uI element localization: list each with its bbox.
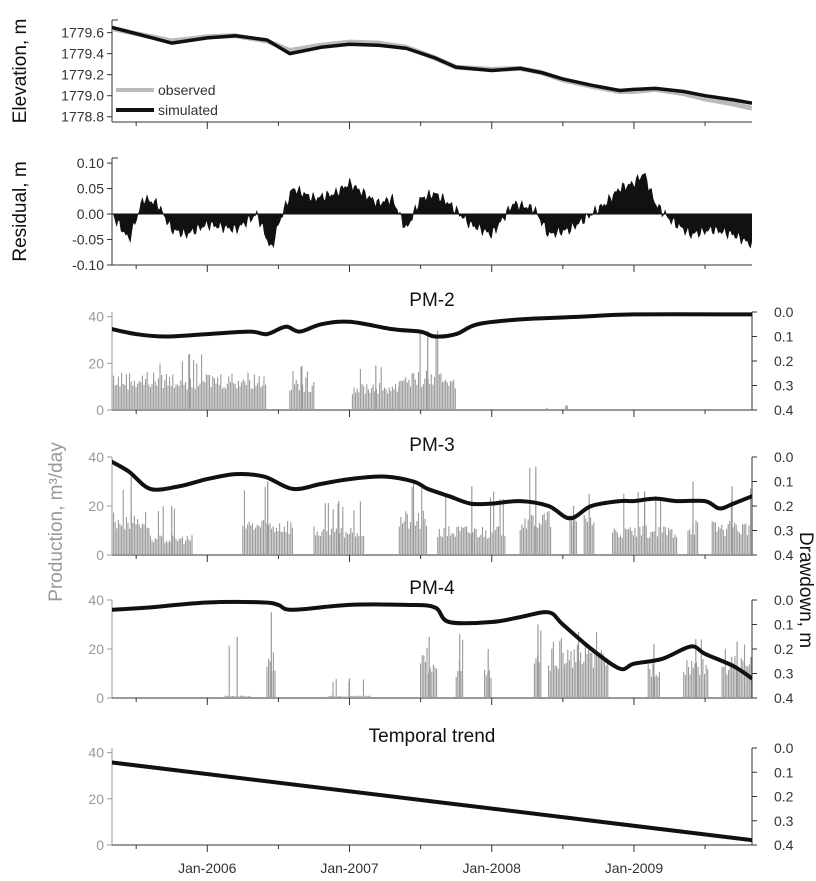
y-tick-label: 40: [88, 449, 104, 465]
right-y-tick-label: 0.1: [774, 474, 794, 490]
legend-observed-label: observed: [158, 82, 216, 98]
right-y-tick-label: 0.3: [774, 813, 794, 829]
residual-axis-label: Residual, m: [10, 161, 31, 261]
trend-title: Temporal trend: [369, 726, 496, 747]
right-y-tick-label: 0.2: [774, 789, 794, 805]
residual-area: [112, 172, 752, 249]
panel-residual: 0.10 0.05 0.00 -0.05 -0.10 Residual, m: [10, 155, 752, 273]
y-tick-label: 40: [88, 309, 104, 325]
panels: 1779.6 1779.4 1779.2 1779.0 1778.8 Elevation,…: [10, 19, 794, 853]
x-tick-label: Jan-2008: [463, 860, 522, 876]
y-tick-label: 0.10: [77, 155, 104, 171]
y-tick-label: 20: [88, 791, 104, 807]
drawdown-line-pm4: [112, 599, 752, 681]
pm2-title: PM-2: [409, 290, 454, 311]
production-bars: [112, 330, 568, 410]
production-axis-label: Production, m³/day: [46, 442, 67, 602]
right-y-tick-label: 0.0: [774, 740, 794, 756]
right-y-tick-label: 0.4: [774, 837, 794, 853]
right-y-tick-label: 0.4: [774, 690, 794, 706]
x-tick-label: Jan-2007: [320, 860, 379, 876]
y-tick-label: 1778.8: [61, 109, 104, 125]
pm3-title: PM-3: [409, 435, 454, 456]
panel-elevation: 1779.6 1779.4 1779.2 1779.0 1778.8 Elevation,…: [10, 19, 752, 129]
x-tick-label: Jan-2009: [605, 860, 664, 876]
y-tick-label: 20: [88, 641, 104, 657]
y-tick-label: -0.10: [72, 257, 104, 273]
panel-pm4: 40 20 0 0.0 0.1 0.2 0.3 0.4 PM-4: [88, 578, 793, 706]
drawdown-line-trend: [112, 760, 752, 843]
production-bars: [223, 612, 752, 698]
y-tick-label: 1779.6: [61, 25, 104, 41]
panel-pm2: 40 20 0 0.0 0.1 0.2 0.3 0.4 PM-2: [88, 290, 793, 418]
y-tick-label: 40: [88, 592, 104, 608]
panel-trend: 40 20 0 0.0 0.1 0.2 0.3 0.4 Temporal trend: [88, 726, 793, 853]
y-tick-label: 1779.2: [61, 67, 104, 83]
legend-simulated-label: simulated: [158, 102, 218, 118]
y-tick-label: 0.00: [77, 206, 104, 222]
right-y-tick-label: 0.2: [774, 641, 794, 657]
y-tick-label: 0: [96, 402, 104, 418]
drawdown-axis-label: Drawdown, m: [795, 532, 816, 648]
right-y-tick-label: 0.0: [774, 449, 794, 465]
right-y-tick-label: 0.1: [774, 617, 794, 633]
y-tick-label: 20: [88, 498, 104, 514]
right-y-tick-label: 0.0: [774, 592, 794, 608]
production-bars: [112, 466, 752, 555]
right-y-tick-label: 0.3: [774, 378, 794, 394]
right-y-tick-label: 0.3: [774, 666, 794, 682]
y-tick-label: 1779.4: [61, 46, 104, 62]
y-tick-label: 0.05: [77, 181, 104, 197]
y-tick-label: 0: [96, 690, 104, 706]
drawdown-line-pm2: [112, 312, 752, 339]
right-y-tick-label: 0.1: [774, 329, 794, 345]
elevation-axis-label: Elevation, m: [10, 19, 31, 124]
y-tick-label: 1779.0: [61, 88, 104, 104]
y-tick-label: 40: [88, 745, 104, 761]
right-y-tick-label: 0.0: [774, 304, 794, 320]
right-y-tick-label: 0.4: [774, 547, 794, 563]
right-y-tick-label: 0.4: [774, 402, 794, 418]
drawdown-line-pm3: [112, 459, 752, 521]
x-tick-label: Jan-2006: [178, 860, 237, 876]
right-y-tick-label: 0.2: [774, 353, 794, 369]
right-y-tick-label: 0.3: [774, 523, 794, 539]
panel-pm3: 40 20 0 0.0 0.1 0.2 0.3 0.4 PM-3: [88, 435, 793, 563]
y-tick-label: 0: [96, 837, 104, 853]
right-y-tick-label: 0.1: [774, 764, 794, 780]
series-simulated: [112, 25, 752, 105]
y-tick-label: 0: [96, 547, 104, 563]
right-y-tick-label: 0.2: [774, 498, 794, 514]
x-axis-labels: Jan-2006 Jan-2007 Jan-2008 Jan-2009: [178, 860, 663, 876]
y-tick-label: -0.05: [72, 232, 104, 248]
pm4-title: PM-4: [409, 578, 455, 599]
y-tick-label: 20: [88, 355, 104, 371]
